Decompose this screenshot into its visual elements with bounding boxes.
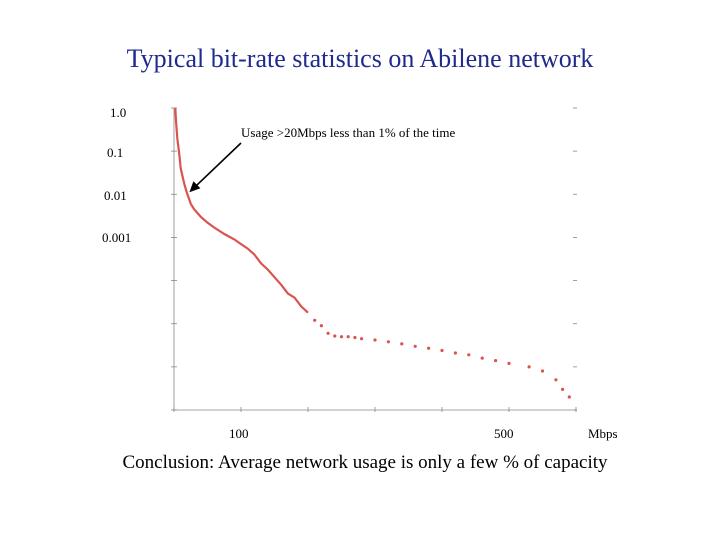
- conclusion-text: Conclusion: Average network usage is onl…: [122, 452, 608, 473]
- x-axis-label: Mbps: [588, 426, 618, 441]
- annotation-text: Usage >20Mbps less than 1% of the time: [241, 125, 456, 140]
- series-point: [386, 340, 390, 344]
- arrow-head: [189, 181, 201, 193]
- series-point: [453, 351, 457, 355]
- series-point: [413, 344, 417, 348]
- series-point: [567, 395, 571, 399]
- series-point: [507, 361, 511, 365]
- annotation-arrow: [189, 142, 242, 193]
- series-point: [540, 369, 545, 373]
- series-point: [427, 346, 431, 350]
- series-point: [440, 348, 444, 353]
- series-point: [494, 359, 498, 363]
- x-tick-label-100: 100: [229, 426, 249, 441]
- chart-axes: [171, 107, 577, 412]
- y-tick-label-1: 1.0: [110, 105, 127, 120]
- series-point: [326, 331, 330, 335]
- chart-series: [174, 107, 571, 399]
- x-tick-label-500: 500: [494, 426, 514, 441]
- series-point: [339, 335, 344, 339]
- series-point: [360, 337, 364, 341]
- y-tick-label-0-001: 0.001: [102, 230, 132, 245]
- arrow-shaft: [190, 142, 242, 191]
- series-point: [313, 318, 317, 322]
- series-point: [400, 342, 404, 346]
- series-point: [373, 338, 377, 342]
- series-point: [353, 335, 357, 340]
- slide-title: Typical bit-rate statistics on Abilene n…: [126, 44, 594, 73]
- series-point: [319, 324, 323, 328]
- series-point: [467, 353, 471, 357]
- series-point: [561, 387, 565, 391]
- series-point: [480, 356, 484, 360]
- series-point: [346, 335, 350, 339]
- series-point: [333, 334, 337, 338]
- y-tick-label-0-1: 0.1: [107, 145, 124, 160]
- series-point: [554, 378, 558, 382]
- y-tick-label-0-01: 0.01: [104, 188, 127, 203]
- series-line: [174, 107, 309, 314]
- series-point: [527, 365, 531, 369]
